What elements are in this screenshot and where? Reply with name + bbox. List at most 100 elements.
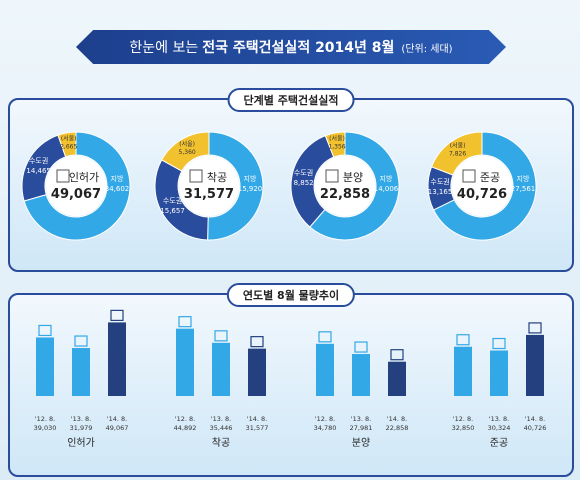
bar-top-icon xyxy=(38,324,52,337)
donut-slice-name: 지방 xyxy=(111,174,124,183)
donut-slice-value: 14,006 xyxy=(374,185,399,193)
donut-hole xyxy=(452,156,512,216)
bar-value-label: 31,979 xyxy=(70,424,93,432)
bar-value-label: 39,030 xyxy=(34,424,57,432)
donut-section-title: 단계별 주택건설실적 xyxy=(227,88,355,112)
bar-top-icon xyxy=(528,322,542,334)
donut-slice-value: 15,657 xyxy=(160,207,185,215)
donut-slice-value: 7,826 xyxy=(449,151,466,158)
donut-hole xyxy=(46,156,106,216)
bar-top-icon xyxy=(74,335,88,347)
header-prefix: 한눈에 보는 xyxy=(129,40,199,56)
donut-slice-seoul xyxy=(430,131,483,176)
bar-category-label: '14. 8. xyxy=(247,415,267,423)
donut-slice-value: 14,465 xyxy=(26,167,51,175)
bar-category-label: '13. 8. xyxy=(351,415,371,423)
bar-category-label: '13. 8. xyxy=(71,415,91,423)
donut-slice-value: 13,165 xyxy=(428,188,453,196)
donut-stage-label: 분양 xyxy=(343,171,363,184)
bar-top-icon xyxy=(390,349,404,361)
donut-total: 40,726 xyxy=(457,187,507,202)
donut-slice-seoul xyxy=(57,131,77,158)
bar-착공 xyxy=(176,328,194,396)
bar-value-label: 31,577 xyxy=(246,424,269,432)
bar-준공 xyxy=(490,350,508,396)
bar-인허가 xyxy=(72,348,90,396)
bar-분양 xyxy=(316,343,334,396)
bar-top-icon xyxy=(214,330,228,342)
bar-group-label: 분양 xyxy=(352,437,370,449)
bar-category-label: '13. 8. xyxy=(211,415,231,423)
donut-slice-name: 지방 xyxy=(380,174,393,183)
donut-slice-local xyxy=(207,131,264,241)
donut-total: 22,858 xyxy=(320,187,370,202)
donut-slice-value: 27,561 xyxy=(511,185,536,193)
bar-group-label: 준공 xyxy=(490,437,508,449)
donut-slice-value: 34,602 xyxy=(105,185,130,193)
bar-category-label: '12. 8. xyxy=(35,415,55,423)
bar-value-label: 44,892 xyxy=(174,424,197,432)
donut-slice-name: 수도권 xyxy=(294,169,313,177)
donut-stage-label: 착공 xyxy=(207,171,227,184)
bar-group-label: 착공 xyxy=(212,437,230,449)
bar-category-label: '12. 8. xyxy=(453,415,473,423)
bar-category-label: '14. 8. xyxy=(525,415,545,423)
bar-category-label: '12. 8. xyxy=(175,415,195,423)
donut-slice-name: 지방 xyxy=(244,174,257,183)
donut-slice-capital xyxy=(290,135,335,228)
bar-top-icon xyxy=(492,337,506,350)
donut-stage-label: 인허가 xyxy=(69,171,99,184)
donut-slice-seoul xyxy=(324,131,346,158)
trend-panel: 연도별 8월 물량추이 xyxy=(8,283,574,477)
donut-hole xyxy=(315,156,375,216)
bar-value-label: 40,726 xyxy=(524,424,547,432)
bar-분양 xyxy=(352,354,370,396)
donut-slice-name: 지방 xyxy=(517,174,530,183)
donut-slice-name: (서울) xyxy=(61,135,77,143)
bar-category-label: '13. 8. xyxy=(489,415,509,423)
bar-category-label: '12. 8. xyxy=(315,415,335,423)
bar-category-label: '14. 8. xyxy=(387,415,407,423)
bar-group-label: 인허가 xyxy=(67,437,95,449)
bar-top-icon xyxy=(456,334,470,346)
stage-icon xyxy=(462,169,476,183)
bar-인허가 xyxy=(108,322,126,396)
donut-slice-local xyxy=(23,131,131,241)
donut-slice-value: 2,665 xyxy=(60,144,77,151)
bar-착공 xyxy=(248,348,266,396)
bar-category-label: '14. 8. xyxy=(107,415,127,423)
bar-top-icon xyxy=(250,336,264,348)
donut-slice-value: 1,356 xyxy=(328,144,345,151)
header-unit: (단위: 세대) xyxy=(401,43,453,55)
donut-stage-label: 준공 xyxy=(480,171,500,184)
bar-준공 xyxy=(526,334,544,396)
bar-value-label: 22,858 xyxy=(386,424,409,432)
bar-top-icon xyxy=(354,341,368,353)
bar-top-icon xyxy=(318,331,332,343)
bar-value-label: 34,780 xyxy=(314,424,337,432)
donut-slice-local xyxy=(309,131,400,241)
bar-분양 xyxy=(388,361,406,396)
donut-total: 49,067 xyxy=(51,187,101,202)
donut-slice-capital xyxy=(154,159,209,241)
stage-icon xyxy=(189,169,203,183)
donut-slice-name: 수도권 xyxy=(29,157,48,165)
donut-total: 31,577 xyxy=(184,187,234,202)
bar-value-label: 27,981 xyxy=(350,424,373,432)
donut-slice-value: 8,852 xyxy=(294,179,314,187)
bar-top-icon xyxy=(178,316,192,328)
donut-slice-name: (서울) xyxy=(329,135,345,143)
bar-value-label: 35,446 xyxy=(210,424,233,432)
donut-slice-seoul xyxy=(161,131,210,172)
bar-value-label: 49,067 xyxy=(106,424,129,432)
donut-slice-value: 15,920 xyxy=(238,185,263,193)
bar-value-label: 30,324 xyxy=(488,424,511,432)
stage-icon xyxy=(56,169,70,183)
donut-hole xyxy=(179,156,239,216)
donut-slice-local xyxy=(432,131,537,241)
donut-slice-name: (서울) xyxy=(450,142,466,150)
trend-section-title: 연도별 8월 물량추이 xyxy=(226,283,356,307)
header-banner: 한눈에 보는 전국 주택건설실적 2014년 8월 (단위: 세대) xyxy=(76,30,506,64)
bar-value-label: 32,850 xyxy=(452,424,475,432)
